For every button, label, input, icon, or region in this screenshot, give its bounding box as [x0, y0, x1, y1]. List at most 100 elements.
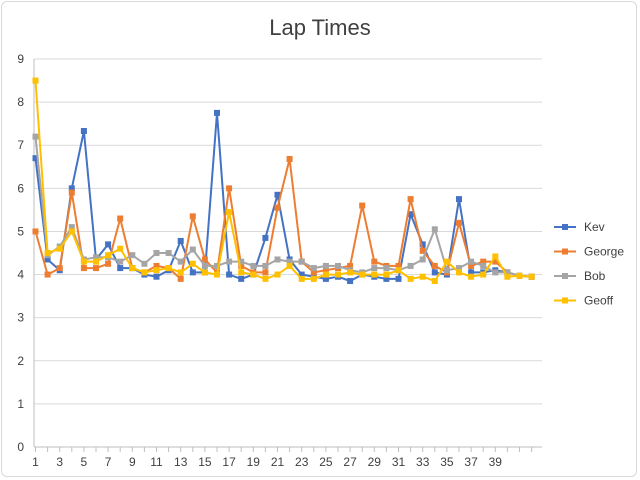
- data-point-bob: [226, 258, 233, 265]
- data-point-bob: [177, 258, 184, 265]
- data-point-geoff: [443, 258, 450, 265]
- data-point-kev: [298, 271, 305, 278]
- data-point-kev: [322, 275, 329, 282]
- data-point-geoff: [129, 265, 136, 272]
- data-point-george: [359, 202, 366, 209]
- data-point-bob: [238, 258, 245, 265]
- series-group: [32, 77, 535, 285]
- x-tick-label: 1: [32, 455, 39, 469]
- data-point-bob: [504, 269, 511, 276]
- data-point-geoff: [298, 275, 305, 282]
- data-point-geoff: [141, 269, 148, 276]
- data-point-bob: [141, 260, 148, 267]
- data-point-bob: [480, 262, 487, 269]
- data-point-bob: [286, 258, 293, 265]
- data-point-kev: [80, 127, 87, 134]
- data-point-kev: [105, 241, 112, 248]
- x-tick-label: 5: [81, 455, 88, 469]
- data-point-bob: [492, 269, 499, 276]
- data-point-george: [322, 267, 329, 274]
- data-point-geoff: [310, 275, 317, 282]
- data-point-kev: [68, 185, 75, 192]
- data-point-george: [456, 219, 462, 226]
- data-point-george: [32, 228, 39, 235]
- x-tick-label: 3: [56, 455, 63, 469]
- legend: Kev George Bob Geoff: [554, 220, 624, 308]
- data-point-kev: [431, 269, 438, 276]
- data-point-bob: [262, 262, 269, 269]
- data-point-george: [347, 262, 354, 269]
- data-point-geoff: [189, 260, 196, 267]
- legend-entry-bob: Bob: [554, 269, 606, 283]
- data-point-george: [56, 265, 63, 272]
- legend-entry-kev: Kev: [554, 220, 605, 234]
- data-point-kev: [32, 155, 39, 162]
- data-point-geoff: [68, 228, 75, 235]
- data-point-bob: [383, 265, 390, 272]
- data-point-george: [371, 258, 378, 265]
- data-point-geoff: [80, 258, 87, 265]
- data-point-bob: [250, 262, 257, 269]
- x-tick-label: 17: [222, 455, 236, 469]
- data-point-geoff: [117, 245, 124, 252]
- data-point-bob: [165, 250, 172, 256]
- data-point-bob: [68, 224, 75, 231]
- data-point-geoff: [274, 271, 281, 278]
- data-point-george: [105, 260, 112, 267]
- x-axis-ticks: 1 3 5 7 9 11 13 15 17 19 21 23 25 27 29 31 33 35 37 39: [32, 447, 533, 469]
- data-point-bob: [371, 265, 378, 272]
- data-point-george: [431, 262, 438, 269]
- data-point-george: [238, 262, 245, 269]
- data-point-bob: [214, 262, 220, 269]
- data-point-kev: [262, 234, 269, 241]
- legend-entry-geoff: Geoff: [554, 294, 614, 308]
- data-point-george: [310, 269, 317, 276]
- data-point-george: [93, 265, 99, 272]
- data-point-bob: [322, 262, 329, 269]
- data-point-geoff: [238, 269, 245, 276]
- data-point-kev: [274, 191, 281, 198]
- data-point-geoff: [335, 271, 341, 278]
- data-point-geoff: [528, 273, 535, 280]
- data-point-george: [226, 185, 233, 192]
- data-point-george: [492, 258, 499, 265]
- data-point-bob: [153, 250, 160, 256]
- data-point-george: [153, 262, 160, 269]
- data-point-kev: [395, 275, 402, 282]
- x-tick-label: 27: [343, 455, 357, 469]
- chart-title: Lap Times: [269, 15, 371, 40]
- data-point-bob: [298, 258, 305, 265]
- x-tick-label: 37: [464, 455, 478, 469]
- data-point-geoff: [407, 275, 414, 282]
- data-point-george: [117, 215, 124, 222]
- data-point-bob: [419, 256, 426, 263]
- series-george: [32, 156, 535, 282]
- data-point-geoff: [105, 252, 112, 259]
- data-point-geoff: [93, 258, 99, 265]
- y-tick-label: 3: [17, 311, 24, 325]
- x-tick-label: 31: [392, 455, 406, 469]
- data-point-kev: [226, 271, 233, 278]
- data-point-george: [177, 275, 184, 282]
- y-tick-label: 5: [17, 224, 24, 238]
- data-point-geoff: [165, 265, 172, 272]
- legend-label-george: George: [584, 245, 624, 259]
- data-point-geoff: [431, 278, 438, 285]
- data-point-bob: [32, 133, 39, 140]
- data-point-geoff: [492, 253, 499, 260]
- series-bob: [32, 133, 535, 280]
- data-point-kev: [177, 237, 184, 244]
- data-point-bob: [443, 267, 450, 274]
- data-point-kev: [468, 269, 475, 276]
- x-tick-label: 9: [129, 455, 136, 469]
- data-point-kev: [153, 273, 160, 280]
- data-point-bob: [407, 262, 414, 269]
- data-point-george: [395, 262, 402, 269]
- data-point-bob: [201, 262, 208, 269]
- data-point-george: [44, 271, 51, 278]
- data-point-geoff: [250, 271, 257, 278]
- data-point-george: [480, 258, 487, 265]
- legend-marker-geoff: [562, 297, 568, 304]
